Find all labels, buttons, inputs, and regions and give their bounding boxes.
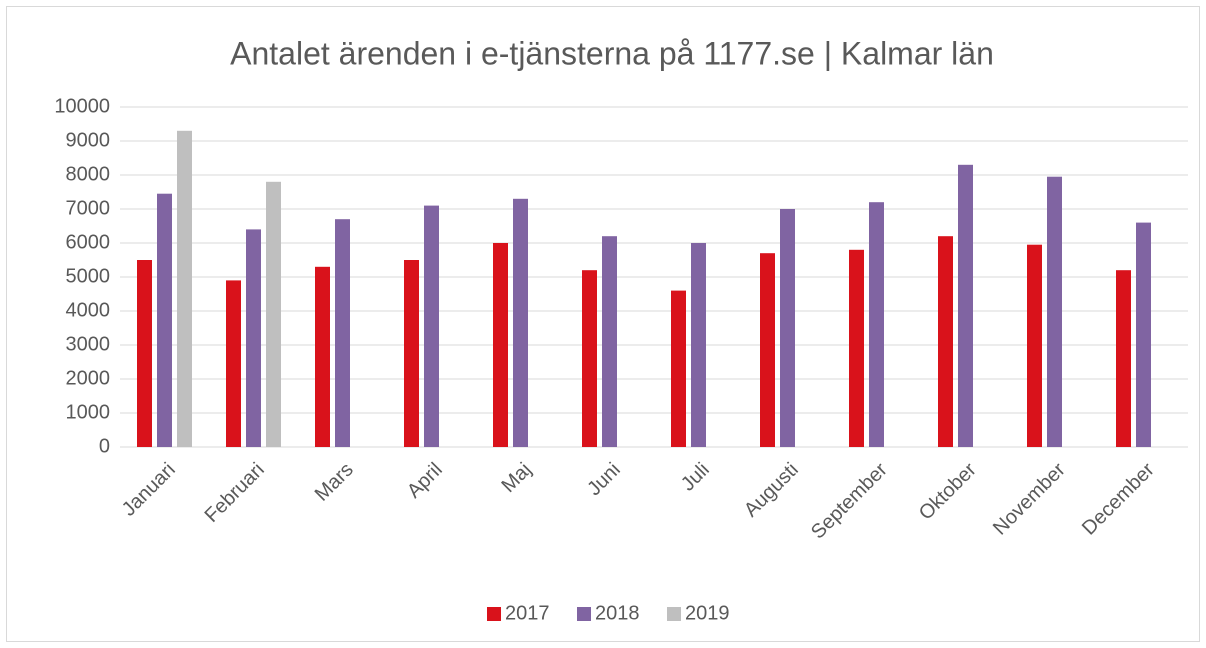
bar — [226, 280, 241, 447]
y-tick-label: 9000 — [66, 129, 111, 151]
y-tick-label: 2000 — [66, 367, 111, 389]
bar — [315, 266, 330, 447]
bar — [849, 249, 864, 447]
y-tick-label: 3000 — [66, 333, 111, 355]
bar — [137, 260, 152, 447]
legend-swatch — [487, 607, 501, 621]
bar — [780, 209, 795, 447]
legend-swatch — [577, 607, 591, 621]
legend-label: 2017 — [505, 602, 550, 624]
bar — [266, 181, 281, 448]
bar — [513, 198, 528, 447]
y-tick-label: 7000 — [66, 197, 111, 219]
y-tick-label: 5000 — [66, 265, 111, 287]
y-tick-label: 10000 — [54, 95, 110, 117]
bar — [335, 219, 350, 447]
y-tick-label: 1000 — [66, 401, 111, 423]
legend-label: 2018 — [595, 602, 640, 624]
bar — [177, 130, 192, 448]
y-tick-label: 6000 — [66, 231, 111, 253]
y-tick-label: 0 — [99, 435, 110, 457]
y-tick-label: 4000 — [66, 299, 111, 321]
chart-title: Antalet ärenden i e-tjänsterna på 1177.s… — [230, 35, 994, 71]
bar — [1027, 244, 1042, 447]
bar — [691, 243, 706, 447]
bar — [404, 260, 419, 447]
bar — [246, 229, 261, 447]
bar — [958, 164, 973, 448]
bar — [424, 205, 439, 447]
y-tick-label: 8000 — [66, 163, 111, 185]
bar — [1047, 176, 1062, 447]
legend-swatch — [667, 607, 681, 621]
bar — [869, 202, 884, 447]
bar — [938, 236, 953, 447]
bar — [1136, 222, 1151, 447]
bar — [1116, 270, 1131, 447]
bar — [157, 193, 172, 447]
bar — [582, 270, 597, 447]
bar — [671, 290, 686, 447]
bar — [602, 236, 617, 447]
bar — [760, 253, 775, 447]
legend-label: 2019 — [685, 602, 730, 624]
bar — [493, 243, 508, 447]
